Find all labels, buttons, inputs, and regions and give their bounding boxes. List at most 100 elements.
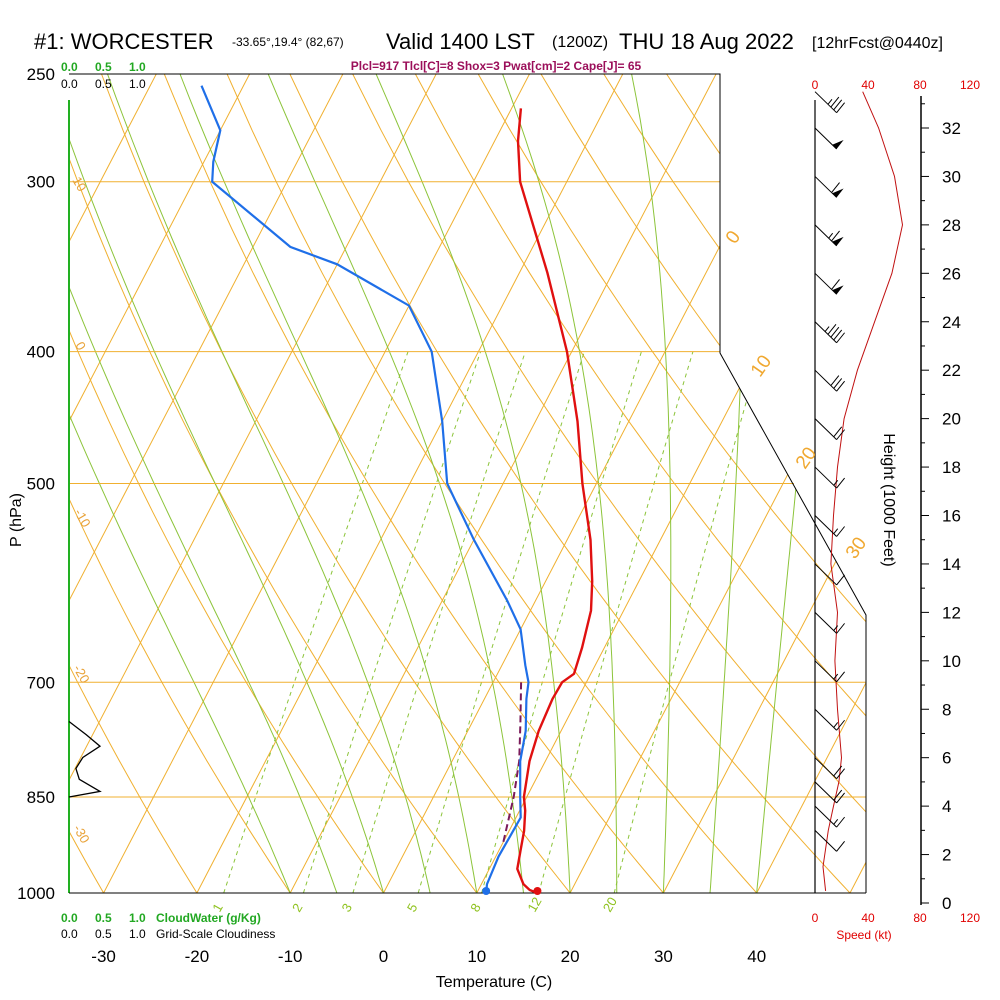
height-tick-label: 28 — [942, 216, 961, 235]
dry-adiabat — [69, 74, 478, 893]
x-tick-label: -20 — [185, 947, 210, 966]
isotherm — [943, 74, 1000, 893]
wind-barb-flag — [832, 285, 844, 295]
cloud-scale-bottom-black-1: 0.5 — [95, 927, 112, 941]
wind-barb-shaft — [814, 781, 837, 804]
wind-barb-half-feather — [828, 232, 834, 239]
wind-barb-feather — [836, 768, 845, 779]
mixing-ratio-label: 20 — [600, 894, 620, 914]
wind-barb-feather — [833, 99, 843, 111]
wind-barb-shaft — [814, 91, 837, 114]
background-grid — [68, 73, 1000, 894]
wind-barb — [814, 805, 845, 828]
dry-adiabat-label: 10 — [69, 174, 89, 194]
utc-time: (1200Z) — [552, 34, 608, 51]
speed-scale-bottom-2: 80 — [913, 911, 927, 925]
speed-scale-bottom-3: 120 — [960, 911, 980, 925]
speed-scale-bottom: 0 40 80 120 Speed (kt) — [812, 911, 981, 942]
wind-barb-feather — [836, 792, 845, 804]
wind-barb-shaft — [814, 224, 837, 247]
wind-barb-feather — [833, 765, 843, 777]
wind-barb-shaft — [814, 829, 837, 852]
dry-adiabat — [854, 74, 866, 893]
wind-barb-feather — [836, 623, 845, 634]
cloud-scale-top-green-1: 0.5 — [95, 60, 112, 74]
wind-barb — [814, 757, 845, 780]
pressure-tick-label: 300 — [27, 173, 55, 192]
speed-scale-bottom-0: 0 — [812, 911, 819, 925]
moist-adiabat — [69, 74, 338, 893]
dry-adiabat-label: 0 — [72, 339, 89, 353]
height-tick-label: 8 — [942, 700, 951, 719]
wind-barb-feather — [833, 789, 843, 801]
dry-adiabat — [289, 74, 851, 893]
wind-barb-half-feather — [833, 528, 839, 535]
wind-barb-feather — [836, 526, 845, 537]
wind-barb — [814, 660, 845, 683]
cloud-scale-bottom-green-1: 0.5 — [95, 911, 112, 925]
plot-border — [69, 73, 867, 893]
height-axis-title: Height (1000 Feet) — [880, 433, 897, 566]
wind-barb-shaft — [814, 757, 837, 780]
wind-barb-shaft — [814, 563, 837, 586]
cloud-scale-bottom-green-0: 0.0 — [61, 911, 78, 925]
x-tick-label: -30 — [91, 947, 116, 966]
wind-barb — [814, 272, 844, 295]
wind-barb — [814, 369, 845, 392]
height-tick-label: 26 — [942, 264, 961, 283]
mixing-ratio-label: 5 — [404, 901, 421, 915]
cloud-scale-top-black-0: 0.0 — [61, 77, 78, 91]
x-tick-label: 30 — [654, 947, 673, 966]
height-tick-label: 22 — [942, 361, 961, 380]
wind-barb-flag — [832, 188, 844, 198]
wind-barb-shaft — [814, 466, 837, 489]
dry-adiabat — [918, 74, 1000, 893]
wind-barb — [814, 176, 844, 198]
cloud-scale-bottom-black-2: 1.0 — [129, 927, 146, 941]
height-tick-label: 10 — [942, 652, 961, 671]
wind-barb-feather — [831, 279, 840, 290]
wind-barb-half-feather — [833, 819, 839, 825]
valid-date: THU 18 Aug 2022 — [619, 29, 794, 54]
wind-barb — [814, 829, 845, 852]
wind-barb-flag — [832, 236, 844, 246]
wind-barb-shaft — [814, 272, 837, 295]
wind-barb-feather — [830, 326, 840, 338]
dry-adiabat-label: -10 — [71, 506, 93, 530]
dry-adiabat — [352, 74, 866, 893]
speed-scale-bottom-1: 40 — [861, 911, 875, 925]
cloud-scale-top-green-2: 1.0 — [129, 60, 146, 74]
pressure-tick-label: 700 — [27, 673, 55, 692]
wind-barb-half-feather — [833, 673, 839, 680]
mixing-ratio-label: 12 — [524, 894, 544, 914]
wind-barb-feather — [836, 816, 845, 828]
wind-barb-feather — [836, 841, 845, 852]
wind-barb — [814, 91, 845, 114]
pressure-tick-label: 250 — [27, 65, 55, 84]
dry-adiabat — [69, 74, 198, 893]
y-axis-title: P (hPa) — [8, 493, 25, 547]
wind-barb — [814, 224, 844, 247]
cloud-scale-top-black-2: 1.0 — [129, 77, 146, 91]
moist-adiabat — [375, 74, 571, 893]
mixing-ratio-label: 8 — [467, 901, 484, 915]
dry-adiabat-label: -30 — [70, 822, 92, 846]
height-tick-label: 18 — [942, 458, 961, 477]
wind-barb-feather — [836, 332, 845, 344]
dry-adiabat — [981, 74, 1000, 893]
dry-adiabat — [226, 74, 758, 893]
dry-adiabat — [540, 74, 866, 893]
cloud-scale-top-green-0: 0.0 — [61, 60, 78, 74]
wind-barb-half-feather — [833, 479, 839, 486]
wind-barb — [814, 127, 844, 150]
station-title: #1: WORCESTER — [34, 29, 214, 54]
cloud-scale-bottom-black-0: 0.0 — [61, 927, 78, 941]
height-tick-label: 0 — [942, 894, 951, 913]
moist-adiabat — [69, 74, 291, 893]
station-coords: -33.65°,19.4° (82,67) — [232, 35, 344, 49]
wind-barb-half-feather — [827, 98, 833, 105]
wind-barb-feather — [836, 380, 845, 392]
parcel-path — [502, 682, 523, 843]
speed-scale-top: 0 40 80 120 — [812, 78, 981, 92]
